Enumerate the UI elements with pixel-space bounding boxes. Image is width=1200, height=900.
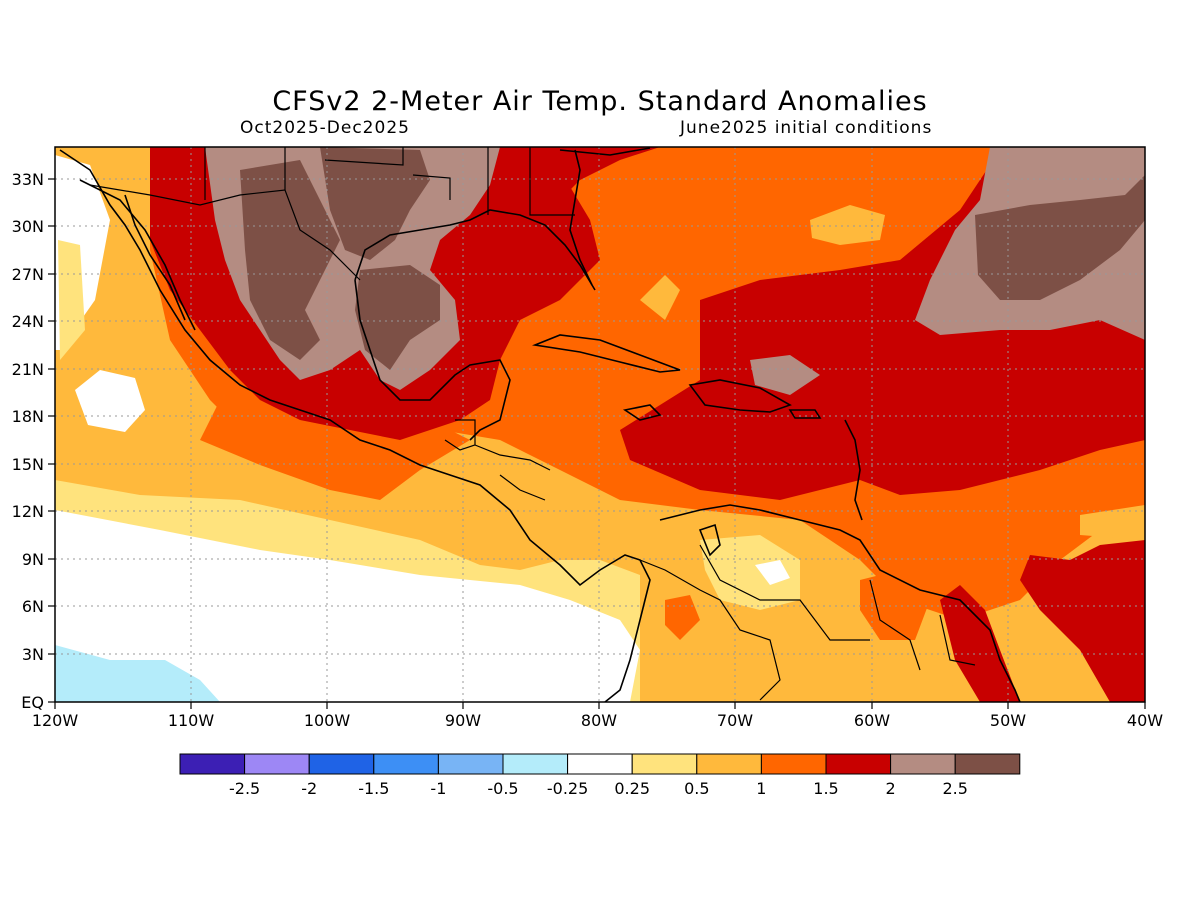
coastlines: [59, 147, 1021, 702]
cuba-outline: [531, 334, 681, 373]
lesser-antilles: [844, 419, 863, 521]
legend-swatch-11: [890, 753, 956, 775]
field-pos-2-east: [1020, 540, 1145, 702]
atlantic-coast: [559, 147, 651, 156]
legend-label-5: -0.25: [547, 779, 588, 798]
legend-swatch-7: [631, 753, 698, 775]
us-mexico-border: [89, 184, 361, 281]
anomaly-field: [55, 147, 1145, 702]
border-honduras: [474, 444, 551, 471]
legend-swatch-2: [308, 753, 375, 775]
field-pos-2_5-hispaniola: [750, 355, 820, 395]
field-mod-atl-1: [810, 205, 885, 245]
legend-label-2: -1.5: [358, 779, 389, 798]
lat-label-3n: 3N: [22, 645, 44, 664]
lat-label-24n: 24N: [12, 312, 44, 331]
border-texas: [324, 147, 404, 166]
legend-swatch-8: [696, 753, 762, 775]
legend-swatch-9: [760, 753, 827, 775]
legend-swatch-1: [244, 753, 310, 775]
lat-label-6n: 6N: [22, 597, 44, 616]
legend-label-0: -2.5: [229, 779, 260, 798]
borders: [89, 147, 976, 701]
lat-label-21n: 21N: [12, 360, 44, 379]
lon-label-60w: 60W: [854, 711, 890, 730]
lat-label-15n: 15N: [12, 455, 44, 474]
border-guyana: [869, 579, 921, 671]
baja-coast: [124, 194, 186, 321]
lat-label-9n: 9N: [22, 550, 44, 569]
legend-label-1: -2: [301, 779, 317, 798]
legend-label-7: 0.5: [684, 779, 709, 798]
tick-marks: [48, 178, 1146, 709]
field-weak-venezuela: [700, 535, 800, 610]
field-mod-atl-2: [640, 275, 680, 320]
gulf-california-coast: [79, 179, 196, 331]
pacific-coast: [59, 149, 651, 702]
lon-label-110w: 110W: [168, 711, 215, 730]
field-near-zero-venezuela: [755, 560, 790, 585]
lat-label-30n: 30N: [12, 217, 44, 236]
legend-swatch-4: [437, 753, 504, 775]
lon-label-80w: 80W: [581, 711, 617, 730]
lon-label-40w: 40W: [1127, 711, 1163, 730]
lat-label-18n: 18N: [12, 407, 44, 426]
field-mod-atl-3: [1080, 505, 1145, 540]
lat-labels: 33N 30N 27N 24N 21N 18N 15N 12N 9N 6N 3N…: [12, 170, 44, 712]
field-pos-2-southeast: [500, 147, 660, 220]
gulf-north-coast: [354, 209, 596, 291]
field-neg-weak: [55, 645, 220, 702]
legend-swatch-6: [567, 753, 633, 775]
lon-label-90w: 90W: [445, 711, 481, 730]
border-nicaragua: [499, 474, 546, 501]
forecast-period: Oct2025-Dec2025: [240, 118, 410, 138]
field-weak-coast: [58, 240, 85, 360]
legend-label-8: 1: [756, 779, 766, 798]
legend-swatch-10: [825, 753, 892, 775]
puerto-rico-outline: [788, 409, 822, 419]
map-title: CFSv2 2-Meter Air Temp. Standard Anomali…: [272, 86, 928, 117]
legend-label-3: -1: [430, 779, 446, 798]
south-america-north-coast: [659, 504, 1021, 702]
lake-maracaibo: [698, 523, 721, 557]
lat-label-12n: 12N: [12, 502, 44, 521]
lat-label-eq: EQ: [21, 693, 44, 712]
lon-label-120w: 120W: [32, 711, 79, 730]
legend-swatch-5: [502, 753, 569, 775]
field-pos-high-atlantic: [975, 175, 1145, 300]
lon-label-100w: 100W: [304, 711, 351, 730]
lat-label-27n: 27N: [12, 265, 44, 284]
initial-conditions: June2025 initial conditions: [680, 118, 933, 138]
legend-swatch-12: [954, 753, 1021, 775]
border-ga: [529, 147, 575, 216]
color-legend: -2.5 -2 -1.5 -1 -0.5 -0.25 0.25 0.5 1 1.5 2 2.5: [179, 753, 1021, 798]
map-frame: [54, 146, 1146, 703]
legend-label-11: 2.5: [942, 779, 967, 798]
field-pos-high-mexico-w: [240, 160, 340, 360]
lon-label-70w: 70W: [717, 711, 753, 730]
field-pos-high-mexico-n: [320, 147, 430, 260]
field-pos-1_5-guyana: [860, 570, 930, 640]
lon-label-50w: 50W: [990, 711, 1026, 730]
lon-labels: 120W 110W 100W 90W 80W 70W 60W 50W 40W: [32, 711, 1163, 730]
legend-label-9: 1.5: [813, 779, 838, 798]
hispaniola-outline: [688, 379, 792, 413]
gulf-west-coast: [354, 279, 511, 441]
jamaica-outline: [622, 404, 662, 421]
border-venezuela: [699, 544, 870, 641]
legend-swatch-0: [179, 753, 246, 775]
legend-label-10: 2: [886, 779, 896, 798]
border-la: [412, 174, 451, 200]
legend-swatch-3: [373, 753, 439, 775]
lat-label-33n: 33N: [12, 170, 44, 189]
field-pos-high-texas: [355, 265, 440, 370]
border-suriname: [939, 614, 976, 666]
field-pos-2-guiana: [940, 585, 1020, 702]
legend-label-6: 0.25: [614, 779, 650, 798]
border-colombia: [639, 559, 781, 701]
grid-lines: [55, 147, 1145, 702]
legend-label-4: -0.5: [487, 779, 518, 798]
